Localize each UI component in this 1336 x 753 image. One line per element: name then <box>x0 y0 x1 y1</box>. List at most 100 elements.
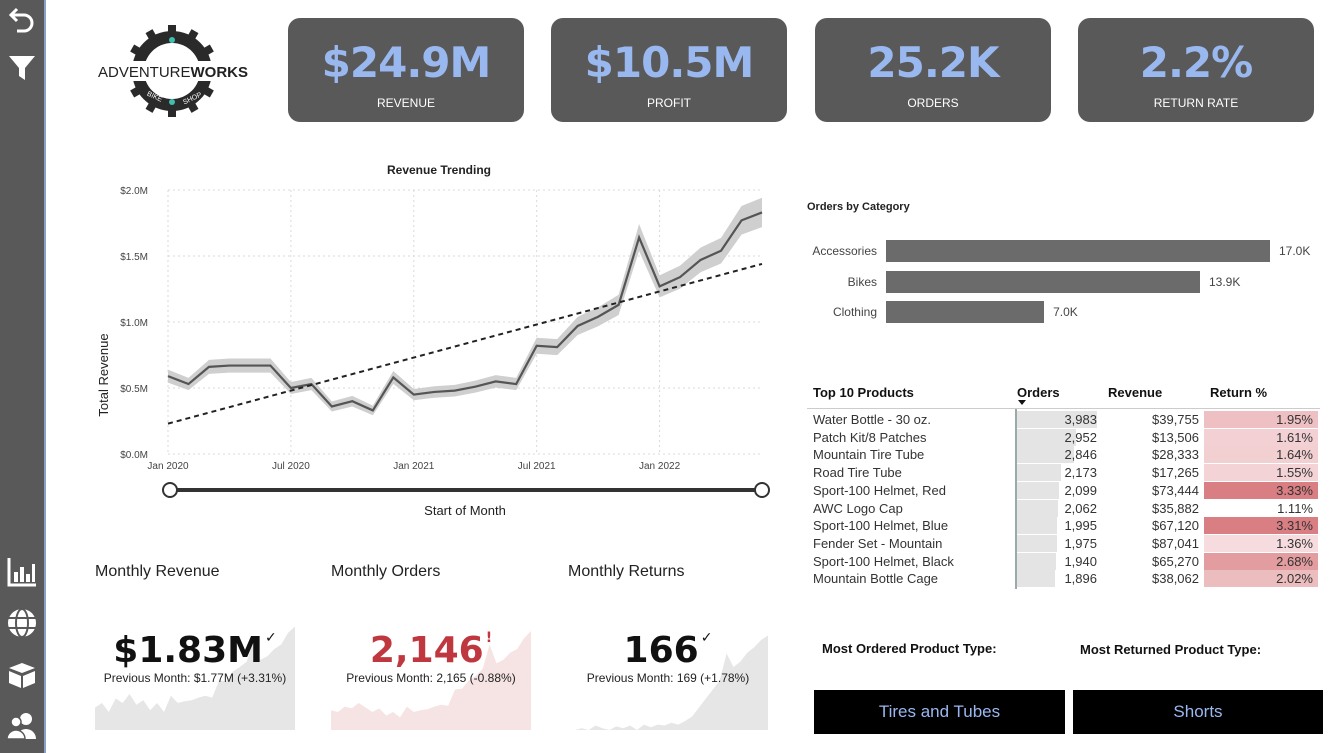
monthly-card[interactable]: Monthly Orders 2,146! Previous Month: 2,16… <box>331 558 531 730</box>
orders-databar <box>1017 552 1056 570</box>
return-value: 1.95% <box>1276 412 1313 427</box>
orders-databar <box>1017 534 1057 552</box>
revenue-line <box>167 211 763 412</box>
category-bar[interactable] <box>886 240 1270 262</box>
return-value: 3.33% <box>1276 482 1313 498</box>
table-row[interactable]: AWC Logo Cap 2,062 $35,882 1.11% <box>807 499 1320 518</box>
chart-icon[interactable] <box>6 556 38 588</box>
return-heat-cell <box>1204 499 1318 517</box>
y-axis-label: Total Revenue <box>96 333 111 416</box>
column-divider <box>1015 409 1017 589</box>
sparkline-fill <box>331 631 531 730</box>
table-row[interactable]: Sport-100 Helmet, Black 1,940 $65,270 2.68% <box>807 552 1320 571</box>
category-value-label: 13.9K <box>1208 274 1241 289</box>
monthly-previous: Previous Month: $1.77M (+3.31%) <box>103 671 287 685</box>
table-row[interactable]: Fender Set - Mountain 1,975 $87,041 1.36% <box>807 534 1320 553</box>
return-heat-cell <box>1204 517 1318 535</box>
kpi-label: ORDERS <box>907 96 959 110</box>
kpi-orders-card: 25.2K ORDERS <box>815 18 1051 122</box>
logo-text-left: ADVENTURE <box>98 64 191 81</box>
monthly-title: Monthly Returns <box>568 563 685 580</box>
category-label: Clothing <box>832 305 877 319</box>
y-tick-label: $1.0M <box>120 318 148 329</box>
table-row[interactable]: Road Tire Tube 2,173 $17,265 1.55% <box>807 464 1320 482</box>
product-name: Sport-100 Helmet, Black <box>813 553 954 569</box>
return-heat-cell <box>1204 411 1318 428</box>
orders-value: 2,062 <box>1064 500 1097 516</box>
category-value-label: 17.0K <box>1279 244 1311 258</box>
sparkline-area <box>331 631 531 730</box>
y-tick-label: $0.5M <box>120 384 148 395</box>
revenue-trending-chart[interactable]: Revenue Trending $0.0M $0.5M $1.0M $1.5M $2.… <box>90 160 780 525</box>
product-name: Fender Set - Mountain <box>813 535 943 551</box>
confidence-band <box>168 197 762 416</box>
category-bar[interactable] <box>886 301 1045 323</box>
chart-title: Revenue Trending <box>387 163 491 177</box>
y-tick-label: $0.0M <box>120 450 148 461</box>
monthly-value: $1.83M ✓ <box>95 630 295 671</box>
monthly-value-text: 166 <box>623 630 699 671</box>
back-icon[interactable] <box>6 4 38 36</box>
revenue-value: $13,506 <box>1152 429 1199 445</box>
category-label: Accessories <box>812 244 877 258</box>
most-ordered-value: Tires and Tubes <box>814 690 1065 734</box>
table-row[interactable]: Mountain Tire Tube 2,846 $28,333 1.64% <box>807 446 1320 464</box>
orders-value: 1,975 <box>1064 535 1097 551</box>
revenue-value: $17,265 <box>1152 465 1199 481</box>
col-header-orders[interactable]: Orders <box>1017 385 1060 400</box>
col-header-return[interactable]: Return % <box>1210 385 1268 400</box>
x-tick-label: Jan 2021 <box>393 461 435 472</box>
category-bar[interactable] <box>886 270 1200 293</box>
table-row[interactable]: Sport-100 Helmet, Blue 1,995 $67,120 3.31% <box>807 517 1320 535</box>
sidebar <box>0 0 46 753</box>
col-header-revenue[interactable]: Revenue <box>1108 385 1163 400</box>
x-axis-label: Start of Month <box>424 503 506 518</box>
return-heat-cell <box>1204 552 1318 570</box>
kpi-label: PROFIT <box>647 96 691 110</box>
kpi-value: 25.2K <box>867 38 999 87</box>
x-tick-label: Jan 2022 <box>639 461 681 472</box>
globe-icon[interactable] <box>6 607 38 639</box>
alert-icon: ! <box>485 630 493 646</box>
orders-value: 3,983 <box>1064 412 1097 427</box>
kpi-return-rate-card: 2.2% RETURN RATE <box>1078 18 1314 122</box>
return-value: 1.64% <box>1276 447 1313 463</box>
return-heat-cell <box>1204 464 1318 482</box>
return-value: 1.55% <box>1276 465 1313 481</box>
table-row[interactable]: Sport-100 Helmet, Red 2,099 $73,444 3.33% <box>807 481 1320 500</box>
orders-value: 2,173 <box>1064 465 1097 481</box>
logo-text-right: WORKS <box>191 64 249 81</box>
orders-value: 2,099 <box>1064 482 1097 498</box>
sort-desc-icon <box>1018 400 1026 405</box>
filter-icon[interactable] <box>6 52 38 84</box>
revenue-value: $38,062 <box>1152 571 1199 587</box>
kpi-label: REVENUE <box>376 96 435 110</box>
range-start-handle[interactable] <box>162 482 178 498</box>
orders-databar <box>1017 570 1056 588</box>
range-end-handle[interactable] <box>754 482 770 498</box>
orders-value: 1,940 <box>1064 553 1097 569</box>
product-name: AWC Logo Cap <box>813 500 903 516</box>
monthly-card[interactable]: Monthly Revenue $1.83M ✓ Previous Month: $1… <box>95 558 295 730</box>
orders-by-category-title: Orders by Category <box>807 201 910 213</box>
x-tick-label: Jan 2020 <box>147 461 189 472</box>
return-value: 1.36% <box>1276 535 1313 551</box>
table-row[interactable]: Water Bottle - 30 oz. 3,983 $39,755 1.95% <box>807 411 1320 429</box>
category-label: Bikes <box>847 274 877 289</box>
revenue-value: $28,333 <box>1152 447 1199 463</box>
most-returned-label: Most Returned Product Type: <box>1080 642 1262 657</box>
sparkline-fill <box>95 626 295 730</box>
kpi-value: $24.9M <box>321 38 492 87</box>
monthly-value-text: $1.83M <box>113 630 263 671</box>
box-icon[interactable] <box>6 659 38 691</box>
monthly-card[interactable]: Monthly Returns 166 ✓ Previous Month: 169 (… <box>568 558 768 730</box>
sparkline-fill <box>568 635 768 730</box>
return-value: 3.31% <box>1276 518 1313 534</box>
table-row[interactable]: Patch Kit/8 Patches 2,952 $13,506 1.61% <box>807 428 1320 447</box>
svg-text:ADVENTUREWORKS: ADVENTUREWORKS <box>98 64 248 81</box>
return-heat-cell <box>1204 481 1318 499</box>
return-heat-cell <box>1204 446 1318 464</box>
table-row[interactable]: Mountain Bottle Cage 1,896 $38,062 2.02% <box>807 570 1320 588</box>
users-icon[interactable] <box>6 710 38 742</box>
